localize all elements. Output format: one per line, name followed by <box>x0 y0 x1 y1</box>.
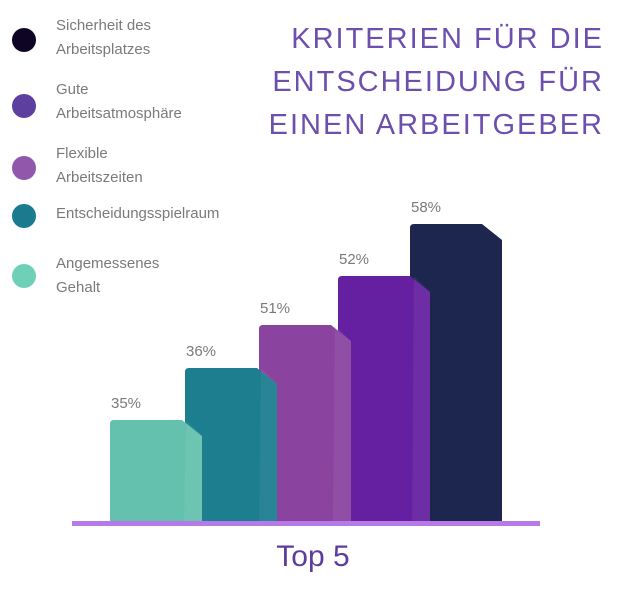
bar <box>110 420 202 522</box>
data-label: 35% <box>111 395 141 412</box>
legend-dot-icon <box>12 28 36 52</box>
legend-label: Gute Arbeitsatmosphäre <box>56 81 182 122</box>
title-line: ENTSCHEIDUNG FÜR <box>272 66 604 98</box>
legend-dot-icon <box>12 204 36 228</box>
baseline <box>72 521 540 526</box>
bar <box>259 325 351 522</box>
legend-dot-icon <box>12 156 36 180</box>
title-line: KRITERIEN FÜR DIE <box>291 23 604 55</box>
legend-label: Sicherheit des Arbeitsplatzes <box>56 17 152 58</box>
bar-shade <box>184 420 202 522</box>
bar-shade <box>412 276 430 522</box>
legend-item: Angemessenes Gehalt <box>12 252 252 302</box>
bar-shade <box>333 325 351 522</box>
bar <box>338 276 430 522</box>
legend-item: Flexible Arbeitszeiten <box>12 142 252 192</box>
data-label: 36% <box>186 343 216 360</box>
bar-shade <box>259 368 277 522</box>
bar <box>185 368 277 522</box>
x-axis-label: Top 5 <box>276 540 350 573</box>
chart-title: KRITERIEN FÜR DIE ENTSCHEIDUNG FÜR EINEN… <box>269 18 604 147</box>
data-label: 58% <box>411 199 441 216</box>
legend-dot-icon <box>12 264 36 288</box>
bar <box>410 224 502 522</box>
legend-item: Gute Arbeitsatmosphäre <box>12 78 252 128</box>
legend-item: Sicherheit des Arbeitsplatzes <box>12 14 252 64</box>
data-label: 51% <box>260 300 290 317</box>
title-line: EINEN ARBEITGEBER <box>268 109 604 141</box>
legend-dot-icon <box>12 94 36 118</box>
legend-label: Flexible Arbeitszeiten <box>56 145 143 186</box>
legend-item: Entscheidungsspielraum <box>12 202 252 252</box>
data-label: 52% <box>339 251 369 268</box>
legend-label: Entscheidungsspielraum <box>56 205 220 222</box>
legend-label: Angemessenes Gehalt <box>56 255 160 296</box>
